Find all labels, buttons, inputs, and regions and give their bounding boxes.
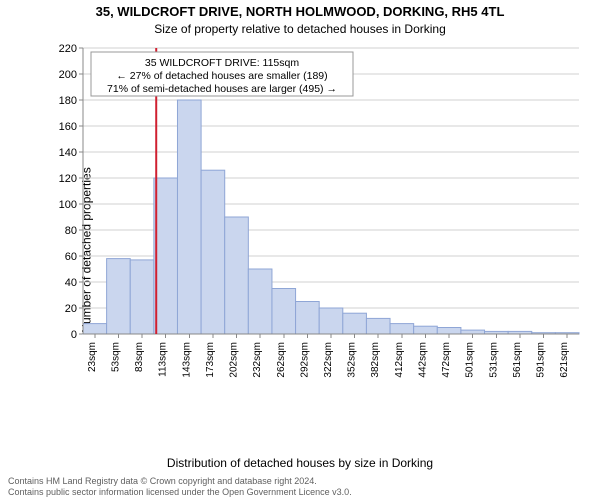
svg-text:200: 200 [59,69,77,81]
histogram-bar [319,308,343,334]
svg-text:120: 120 [59,173,77,185]
svg-text:442sqm: 442sqm [417,342,428,378]
svg-text:40: 40 [65,277,77,289]
svg-text:80: 80 [65,225,77,237]
svg-text:83sqm: 83sqm [134,342,145,372]
histogram-bar [225,217,249,334]
histogram-bar [177,100,201,334]
histogram-bar [248,269,272,334]
svg-text:262sqm: 262sqm [276,342,287,378]
histogram-bar [83,324,107,334]
annotation-line: 35 WILDCROFT DRIVE: 115sqm [145,57,299,69]
svg-text:501sqm: 501sqm [465,342,476,378]
attribution-line-2: Contains public sector information licen… [8,487,352,498]
histogram-bar [107,259,131,334]
svg-text:53sqm: 53sqm [110,342,121,372]
histogram-bar [154,178,178,334]
x-axis-label: Distribution of detached houses by size … [0,456,600,470]
svg-text:160: 160 [59,121,77,133]
histogram-bar [366,318,390,334]
svg-text:173sqm: 173sqm [205,342,216,378]
svg-text:100: 100 [59,199,77,211]
svg-text:621sqm: 621sqm [559,342,570,378]
histogram-bar [296,302,320,335]
svg-text:220: 220 [59,43,77,55]
svg-text:0: 0 [71,329,77,341]
annotation-line: 71% of semi-detached houses are larger (… [107,83,337,95]
svg-text:352sqm: 352sqm [347,342,358,378]
svg-text:113sqm: 113sqm [158,342,169,377]
histogram-bar [201,170,225,334]
svg-text:292sqm: 292sqm [299,342,310,378]
svg-text:232sqm: 232sqm [252,342,263,378]
chart-title-address: 35, WILDCROFT DRIVE, NORTH HOLMWOOD, DOR… [0,4,600,19]
histogram-bar [272,289,296,335]
histogram-bar [390,324,414,334]
histogram-bar [414,326,438,334]
chart-subtitle: Size of property relative to detached ho… [0,22,600,36]
svg-text:60: 60 [65,251,77,263]
svg-text:180: 180 [59,95,77,107]
histogram-bar [461,330,485,334]
histogram-bar [130,260,154,334]
annotation-line: ← 27% of detached houses are smaller (18… [116,70,327,82]
histogram-bar [437,328,461,335]
svg-text:591sqm: 591sqm [536,342,547,378]
attribution: Contains HM Land Registry data © Crown c… [8,476,352,499]
histogram-plot: 0 20 40 60 80 100 120 140 160 180 200 220 23sqm 53sqm… [55,42,585,392]
svg-text:23sqm: 23sqm [87,342,98,372]
svg-text:382sqm: 382sqm [370,342,381,378]
attribution-line-1: Contains HM Land Registry data © Crown c… [8,476,352,487]
chart-svg: 0 20 40 60 80 100 120 140 160 180 200 220 23sqm 53sqm… [55,42,585,392]
svg-text:531sqm: 531sqm [488,342,499,378]
svg-text:412sqm: 412sqm [394,342,405,378]
svg-text:322sqm: 322sqm [323,342,334,378]
svg-text:20: 20 [65,303,77,315]
svg-text:140: 140 [59,147,77,159]
svg-text:472sqm: 472sqm [441,342,452,378]
svg-text:143sqm: 143sqm [181,342,192,378]
svg-text:561sqm: 561sqm [512,342,523,378]
svg-text:202sqm: 202sqm [229,342,240,378]
histogram-bar [343,313,367,334]
